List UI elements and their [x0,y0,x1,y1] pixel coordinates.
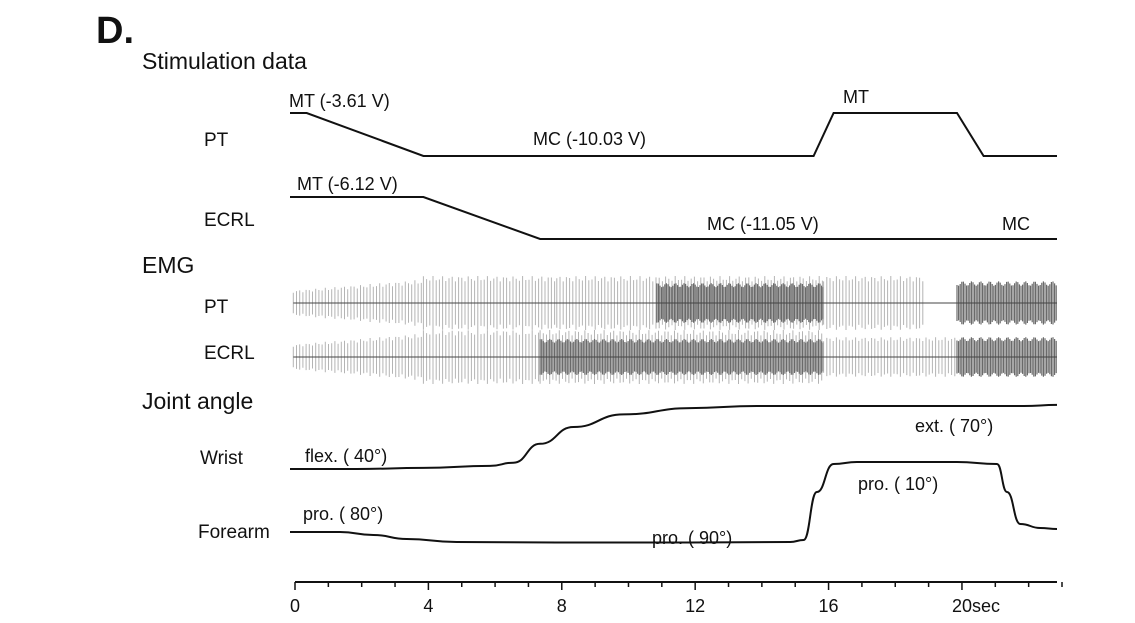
row-label-emg-pt: PT [204,297,229,318]
x-tick-label: 20sec [952,596,1000,616]
row-label-stim-ecrl: ECRL [204,210,255,231]
row-label-stim-pt: PT [204,130,229,151]
section-title-joint-angle: Joint angle [142,388,254,414]
x-tick-label: 12 [685,596,705,616]
row-label-emg-ecrl: ECRL [204,343,255,364]
annotation-forearm-pro80: pro. ( 80°) [303,504,384,524]
emg-traces [292,276,1057,384]
joint-angle-line-wrist [290,403,1058,471]
stim-line-ecrl [290,196,1057,240]
annotation-forearm-pro10: pro. ( 10°) [858,474,939,494]
x-tick-label: 0 [290,596,300,616]
section-title-stimulation: Stimulation data [142,48,307,74]
emg-trace-pt [292,276,1057,330]
annotation-forearm-pro90: pro. ( 90°) [652,528,733,548]
annotation-wrist-flex: flex. ( 40°) [305,446,388,466]
stim-line-pt [290,112,1057,157]
section-title-emg: EMG [142,252,195,278]
x-tick-label: 8 [557,596,567,616]
x-axis: 0 4 8 12 16 20sec [290,581,1063,616]
emg-trace-ecrl [292,330,1057,384]
data-lines [290,112,1058,544]
joint-angle-line-forearm [290,460,1058,544]
row-label-wrist: Wrist [200,448,243,469]
annotation-pt-mt: MT (-3.61 V) [289,91,390,111]
annotation-ecrl-mt: MT (-6.12 V) [297,174,398,194]
panel-label: D. [96,10,134,52]
annotation-pt-mc: MC (-10.03 V) [533,129,647,149]
annotation-ecrl-mc2: MC [1002,214,1030,234]
x-tick-label: 4 [423,596,433,616]
row-label-forearm: Forearm [198,522,270,543]
annotation-ecrl-mc: MC (-11.05 V) [707,214,819,234]
x-tick-label: 16 [819,596,839,616]
annotation-pt-mt2: MT [843,87,869,107]
annotation-wrist-ext: ext. ( 70°) [915,416,994,436]
